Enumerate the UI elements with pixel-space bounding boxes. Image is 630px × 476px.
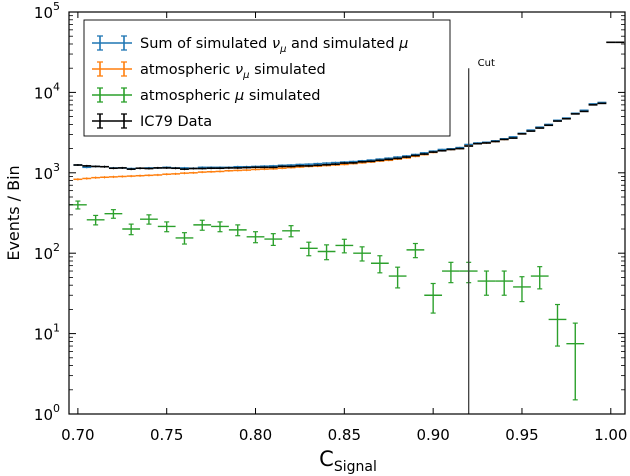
legend-label-sum-part2: and simulated [286, 36, 399, 52]
legend-label-atm-nu-sub: μ [242, 70, 249, 81]
y-tick-exponent: 3 [53, 161, 60, 174]
legend-label-atm-mu-part1: atmospheric [140, 88, 230, 104]
legend-label-sum-nu-sub: μ [279, 44, 286, 55]
x-tick-label: 0.85 [328, 426, 361, 444]
y-tick-base: 10 [34, 84, 53, 102]
y-tick-base: 10 [34, 406, 53, 424]
x-tick-label: 0.80 [239, 426, 272, 444]
x-axis-title: CSignal [319, 447, 377, 475]
series-2 [69, 200, 585, 401]
x-axis-title-sub: Signal [334, 459, 377, 475]
legend: Sum of simulated νμ and simulated μ atmo… [83, 19, 451, 137]
x-tick-label: 1.00 [594, 426, 627, 444]
series-layer [69, 41, 625, 401]
y-tick-exponent: 5 [53, 0, 60, 13]
legend-label-atm-nu-part2: simulated [250, 62, 326, 78]
plot-frame [68, 11, 626, 415]
y-tick-exponent: 2 [53, 241, 60, 254]
legend-label-atm-mu: atmospheric μ simulated [140, 88, 320, 104]
legend-label-atm-nu-nu: ν [235, 62, 243, 78]
y-tick-label: 105 [34, 0, 60, 22]
legend-label-atm-mu-part2: simulated [244, 88, 320, 104]
legend-label-atm-nu-part1: atmospheric [140, 62, 230, 78]
y-axis-title: Events / Bin [4, 165, 23, 260]
legend-label-sum-nu: ν [272, 36, 280, 52]
y-tick-label: 100 [34, 402, 60, 424]
x-tick-label: 0.90 [416, 426, 449, 444]
series-3 [73, 41, 625, 171]
legend-label-atm-mu-mu: μ [234, 88, 244, 104]
legend-label-atm-nu: atmospheric νμ simulated [140, 62, 326, 81]
y-tick-exponent: 1 [53, 322, 60, 335]
legend-keys [92, 35, 132, 129]
legend-label-data: IC79 Data [140, 114, 212, 130]
y-tick-label: 101 [34, 322, 60, 344]
legend-label-sum-mu: μ [398, 36, 408, 52]
legend-box [83, 19, 451, 137]
x-tick-label: 0.70 [61, 426, 94, 444]
y-tick-base: 10 [34, 245, 53, 263]
cut-layer: Cut [468, 58, 495, 414]
y-tick-base: 10 [34, 4, 53, 22]
x-tick-label: 0.95 [505, 426, 538, 444]
x-tick-label: 0.75 [150, 426, 183, 444]
cut-label: Cut [478, 58, 495, 69]
y-tick-base: 10 [34, 165, 53, 183]
y-tick-label: 104 [34, 80, 60, 102]
legend-label-sum: Sum of simulated νμ and simulated μ [140, 36, 408, 55]
y-tick-exponent: 0 [53, 402, 60, 415]
y-tick-label: 102 [34, 241, 60, 263]
y-tick-label: 103 [34, 161, 60, 183]
y-tick-exponent: 4 [53, 80, 60, 93]
x-axis-title-main: C [319, 447, 334, 471]
x-axis: 0.70 0.75 0.80 0.85 0.90 0.95 1.00 [61, 12, 627, 444]
legend-label-sum-part1: Sum of simulated [140, 36, 267, 52]
y-tick-base: 10 [34, 326, 53, 344]
